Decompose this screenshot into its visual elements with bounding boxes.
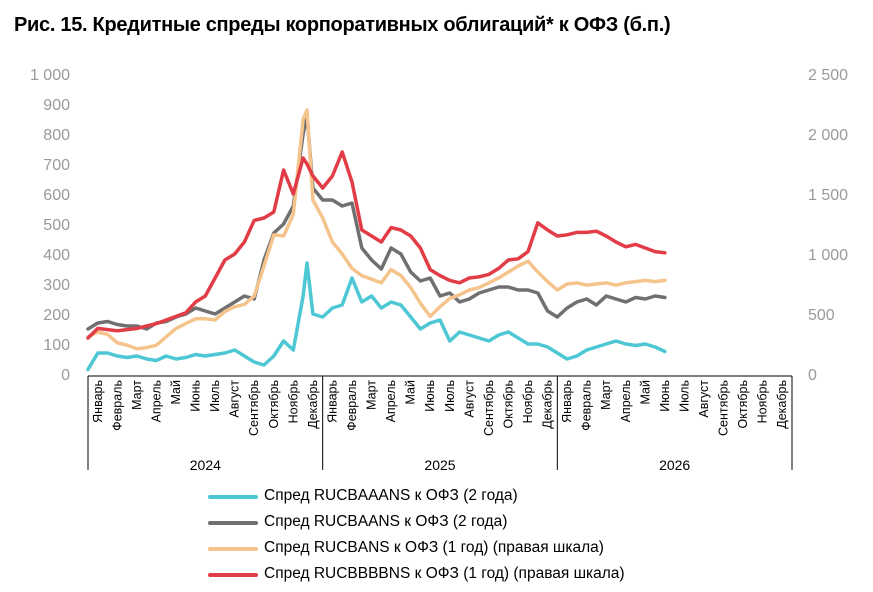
month-label: Март	[365, 380, 379, 410]
month-label: Январь	[325, 380, 339, 423]
left-tick-label: 1 000	[30, 67, 70, 84]
month-label: Декабрь	[541, 380, 555, 429]
legend-swatch	[208, 521, 258, 525]
left-tick-label: 100	[43, 337, 70, 354]
legend-label: Спред RUCBAAANS к ОФЗ (2 года)	[264, 487, 518, 504]
month-label: Октябрь	[267, 380, 281, 428]
month-label: Август	[462, 380, 476, 418]
right-tick-label: 1 500	[808, 187, 848, 204]
month-label: Июль	[208, 380, 222, 412]
legend-label: Спред RUCBAANS к ОФЗ (2 года)	[264, 513, 508, 530]
legend-label: Спред RUCBBBBNS к ОФЗ (1 год) (правая шк…	[264, 565, 625, 582]
left-tick-label: 300	[43, 277, 70, 294]
month-label: Ноябрь	[286, 380, 300, 423]
legend-swatch	[208, 495, 258, 499]
month-label: Май	[638, 380, 652, 405]
month-label: Август	[697, 380, 711, 418]
month-label: Январь	[91, 380, 105, 423]
month-label: Декабрь	[306, 380, 320, 429]
month-labels: Январь Февраль Март Апрель Май Июнь Июль Август…	[91, 380, 789, 436]
right-axis-ticks: 0 500 1 000 1 500 2 000 2 500	[808, 67, 848, 384]
axes	[87, 375, 793, 470]
left-tick-label: 900	[43, 97, 70, 114]
left-tick-label: 200	[43, 307, 70, 324]
right-tick-label: 2 500	[808, 67, 848, 84]
month-label: Декабрь	[775, 380, 789, 429]
right-tick-label: 1 000	[808, 247, 848, 264]
legend-item: Спред RUCBAANS к ОФЗ (2 года)	[208, 510, 808, 536]
year-label: 2026	[659, 457, 690, 473]
right-tick-label: 2 000	[808, 127, 848, 144]
year-label: 2025	[424, 457, 455, 473]
legend-item: Спред RUCBAAANS к ОФЗ (2 года)	[208, 484, 808, 510]
month-label: Октябрь	[736, 380, 750, 428]
month-label: Ноябрь	[756, 380, 770, 423]
month-label: Апрель	[619, 380, 633, 422]
right-tick-label: 0	[808, 367, 817, 384]
month-label: Июнь	[189, 380, 203, 412]
right-tick-label: 500	[808, 307, 835, 324]
month-label: Январь	[560, 380, 574, 423]
year-labels: 2024 2025 2026	[190, 457, 691, 473]
legend-swatch	[208, 573, 258, 577]
month-label: Февраль	[345, 380, 359, 431]
legend-swatch	[208, 547, 258, 551]
month-label: Август	[228, 380, 242, 418]
series-line	[86, 261, 667, 372]
month-label: Март	[130, 380, 144, 410]
left-axis-ticks: 0 100 200 300 400 500 600 700 800 900 1 000	[30, 67, 70, 384]
month-label: Июнь	[658, 380, 672, 412]
left-tick-label: 500	[43, 217, 70, 234]
month-label: Апрель	[149, 380, 163, 422]
month-label: Май	[404, 380, 418, 405]
series-lines	[86, 108, 667, 372]
left-tick-label: 400	[43, 247, 70, 264]
month-label: Ноябрь	[521, 380, 535, 423]
series-line	[86, 108, 667, 351]
legend-item: Спред RUCBANS к ОФЗ (1 год) (правая шкал…	[208, 536, 808, 562]
month-label: Июль	[443, 380, 457, 412]
series-line	[86, 114, 667, 331]
month-label: Март	[599, 380, 613, 410]
legend: Спред RUCBAAANS к ОФЗ (2 года) Спред RUC…	[208, 484, 808, 588]
year-label: 2024	[190, 457, 221, 473]
month-label: Сентябрь	[482, 380, 496, 436]
series-line	[86, 150, 667, 340]
left-tick-label: 600	[43, 187, 70, 204]
legend-label: Спред RUCBANS к ОФЗ (1 год) (правая шкал…	[264, 539, 604, 556]
left-tick-label: 0	[61, 367, 70, 384]
legend-item: Спред RUCBBBBNS к ОФЗ (1 год) (правая шк…	[208, 562, 808, 588]
month-label: Февраль	[110, 380, 124, 431]
left-tick-label: 700	[43, 157, 70, 174]
chart-title: Рис. 15. Кредитные спреды корпоративных …	[14, 14, 671, 36]
month-label: Июнь	[423, 380, 437, 412]
month-label: Май	[169, 380, 183, 405]
month-label: Февраль	[580, 380, 594, 431]
month-label: Июль	[677, 380, 691, 412]
month-label: Апрель	[384, 380, 398, 422]
month-label: Сентябрь	[717, 380, 731, 436]
left-tick-label: 800	[43, 127, 70, 144]
month-label: Сентябрь	[247, 380, 261, 436]
month-label: Октябрь	[501, 380, 515, 428]
